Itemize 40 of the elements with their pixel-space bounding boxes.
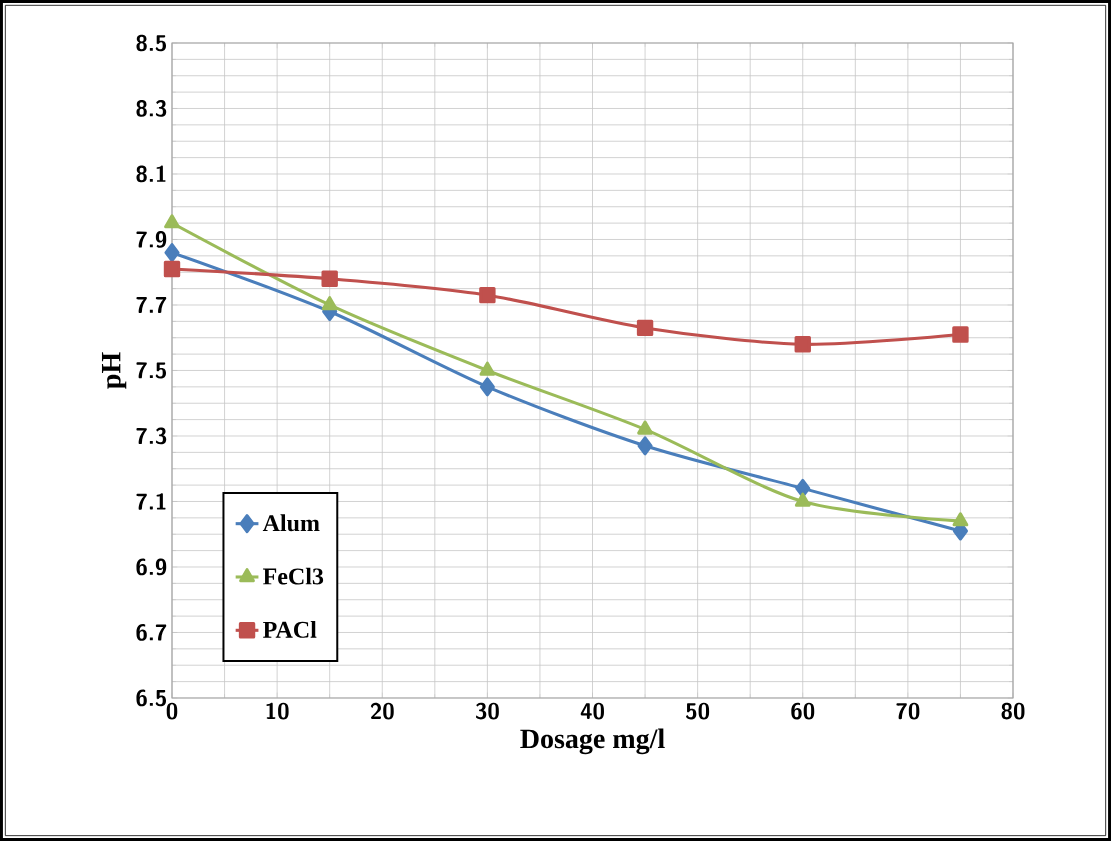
y-tick-label: 7.5 <box>136 362 167 379</box>
point <box>163 260 181 278</box>
y-tick-label: 7.1 <box>136 493 166 510</box>
point <box>479 286 496 304</box>
y-tick-label: 6.9 <box>136 558 167 576</box>
x-tick-label: 80 <box>1001 702 1025 720</box>
point <box>794 336 811 353</box>
x-tick-label: 30 <box>475 702 499 720</box>
y-tick-label: 8.5 <box>136 34 167 52</box>
point <box>952 512 969 527</box>
point <box>479 361 496 376</box>
legend-label: PACl <box>263 620 317 638</box>
point <box>952 326 969 343</box>
point <box>321 270 338 287</box>
y-tick-label: 7.7 <box>136 296 167 313</box>
point <box>321 296 338 311</box>
point <box>637 420 653 435</box>
legend-label: Alum <box>262 514 320 532</box>
x-tick-label: 0 <box>166 702 178 720</box>
x-tick-label: 70 <box>896 702 920 720</box>
legend-label: FeCl3 <box>263 567 324 585</box>
x-tick-label: 50 <box>686 702 710 720</box>
x-tick-label: 10 <box>266 702 289 720</box>
point <box>795 478 811 498</box>
y-tick-label: 7.3 <box>136 427 167 445</box>
point <box>479 377 495 397</box>
y-tick-label: 8.1 <box>136 165 166 183</box>
x-tick-label: 20 <box>370 702 394 720</box>
x-tick-label: 60 <box>791 702 815 720</box>
point <box>164 214 180 229</box>
y-axis-title: pH <box>101 352 127 389</box>
y-tick-label: 6.7 <box>136 624 167 641</box>
y-tick-label: 6.5 <box>136 689 167 707</box>
y-tick-label: 8.3 <box>136 100 167 117</box>
x-axis-title: Dosage mg/l <box>520 728 665 755</box>
point <box>636 319 654 337</box>
point <box>637 436 653 456</box>
x-tick-label: 40 <box>580 702 604 720</box>
point <box>794 492 811 507</box>
y-tick-label: 7.9 <box>136 231 167 248</box>
